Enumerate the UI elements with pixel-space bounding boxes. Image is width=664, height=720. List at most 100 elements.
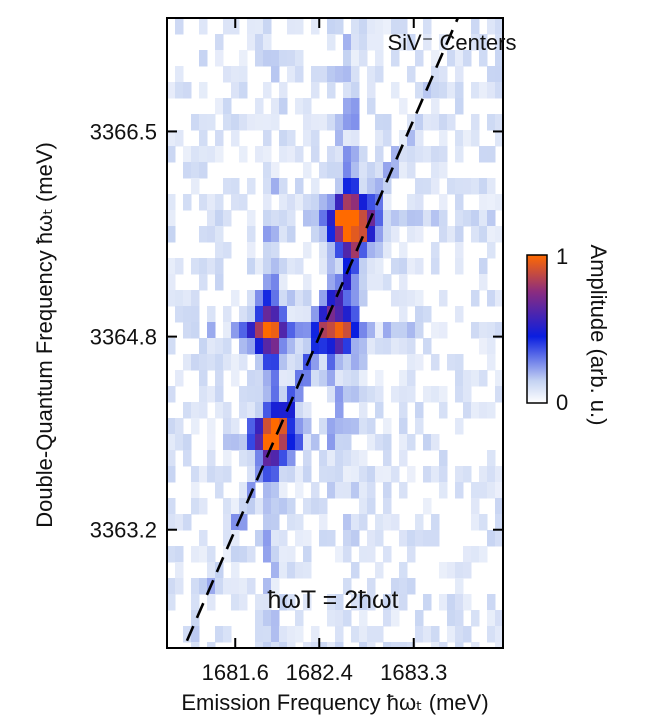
heatmap-cell <box>463 178 472 195</box>
heatmap-cell <box>223 210 232 227</box>
heatmap-cell <box>295 18 304 35</box>
heatmap-cell <box>495 114 503 131</box>
heatmap-cell <box>399 130 408 147</box>
heatmap-cell <box>231 594 240 611</box>
heatmap-cell <box>327 114 336 131</box>
heatmap-cell <box>303 114 312 131</box>
heatmap-cell <box>471 370 480 387</box>
heatmap-cell <box>287 50 296 67</box>
heatmap-cell <box>271 306 280 323</box>
heatmap-cell <box>311 482 320 499</box>
heatmap-cell <box>287 290 296 307</box>
heatmap-cell <box>303 322 312 339</box>
heatmap-cell <box>327 306 336 323</box>
heatmap-cell <box>343 258 352 275</box>
heatmap-cell <box>455 466 464 483</box>
heatmap-cell <box>239 482 248 499</box>
heatmap-cell <box>215 562 224 579</box>
heatmap-cell <box>247 386 256 403</box>
heatmap-cell <box>199 258 208 275</box>
heatmap-cell <box>287 226 296 243</box>
heatmap-cell <box>439 482 448 499</box>
heatmap-cell <box>207 562 216 579</box>
heatmap-cell <box>415 210 424 227</box>
heatmap-cell <box>415 178 424 195</box>
heatmap-cell <box>175 418 184 435</box>
heatmap-cell <box>263 194 272 211</box>
heatmap-cell <box>343 146 352 163</box>
heatmap-cell <box>231 514 240 531</box>
heatmap-cell <box>343 466 352 483</box>
heatmap-cell <box>183 306 192 323</box>
heatmap-cell <box>479 178 488 195</box>
heatmap-cell <box>279 178 288 195</box>
heatmap-cell <box>359 386 368 403</box>
heatmap-cell <box>199 546 208 563</box>
x-tick-label: 1682.4 <box>286 660 353 685</box>
heatmap-cell <box>351 562 360 579</box>
heatmap-cell <box>351 354 360 371</box>
heatmap-cell <box>367 162 376 179</box>
heatmap-cell <box>463 386 472 403</box>
heatmap-cell <box>479 514 488 531</box>
heatmap-cell <box>207 594 216 611</box>
heatmap-cell <box>263 322 272 339</box>
heatmap-cell <box>455 178 464 195</box>
heatmap-cell <box>215 354 224 371</box>
heatmap-cell <box>191 162 200 179</box>
heatmap-cell <box>359 242 368 259</box>
heatmap-cell <box>239 498 248 515</box>
heatmap-cell <box>359 498 368 515</box>
heatmap-cell <box>351 514 360 531</box>
heatmap-cell <box>343 50 352 67</box>
heatmap-cell <box>495 530 503 547</box>
heatmap-cell <box>303 402 312 419</box>
heatmap-cell <box>167 146 176 163</box>
heatmap-cell <box>223 530 232 547</box>
heatmap-cell <box>255 290 264 307</box>
heatmap-cell <box>263 242 272 259</box>
heatmap-cell <box>391 610 400 627</box>
heatmap-cell <box>223 338 232 355</box>
heatmap-cell <box>463 370 472 387</box>
heatmap-cell <box>367 482 376 499</box>
heatmap-cell <box>255 306 264 323</box>
heatmap-cell <box>239 514 248 531</box>
heatmap-cell <box>455 642 464 648</box>
heatmap-cell <box>263 306 272 323</box>
heatmap-cell <box>183 626 192 643</box>
heatmap-cell <box>207 466 216 483</box>
heatmap-cell <box>375 66 384 83</box>
heatmap-cell <box>479 34 488 51</box>
heatmap-cell <box>487 114 496 131</box>
heatmap-cell <box>223 466 232 483</box>
heatmap-cell <box>223 626 232 643</box>
heatmap-cell <box>271 290 280 307</box>
heatmap-cell <box>191 322 200 339</box>
heatmap-cell <box>263 466 272 483</box>
heatmap-cell <box>375 34 384 51</box>
heatmap-cell <box>311 642 320 648</box>
heatmap-cell <box>263 258 272 275</box>
heatmap-cell <box>407 530 416 547</box>
heatmap-cell <box>343 194 352 211</box>
heatmap-cell <box>495 642 503 648</box>
heatmap-cell <box>319 242 328 259</box>
heatmap-cell <box>455 562 464 579</box>
heatmap-cell <box>407 146 416 163</box>
heatmap-cell <box>487 242 496 259</box>
heatmap-cell <box>223 114 232 131</box>
heatmap-cell <box>319 290 328 307</box>
heatmap-cell <box>455 66 464 83</box>
heatmap-cell <box>295 146 304 163</box>
heatmap-cell <box>479 322 488 339</box>
heatmap-cell <box>391 226 400 243</box>
heatmap-cell <box>407 130 416 147</box>
heatmap-cell <box>279 546 288 563</box>
heatmap-cell <box>175 546 184 563</box>
heatmap-cell <box>327 242 336 259</box>
heatmap-cell <box>279 370 288 387</box>
heatmap-cell <box>439 642 448 648</box>
heatmap-cell <box>399 242 408 259</box>
